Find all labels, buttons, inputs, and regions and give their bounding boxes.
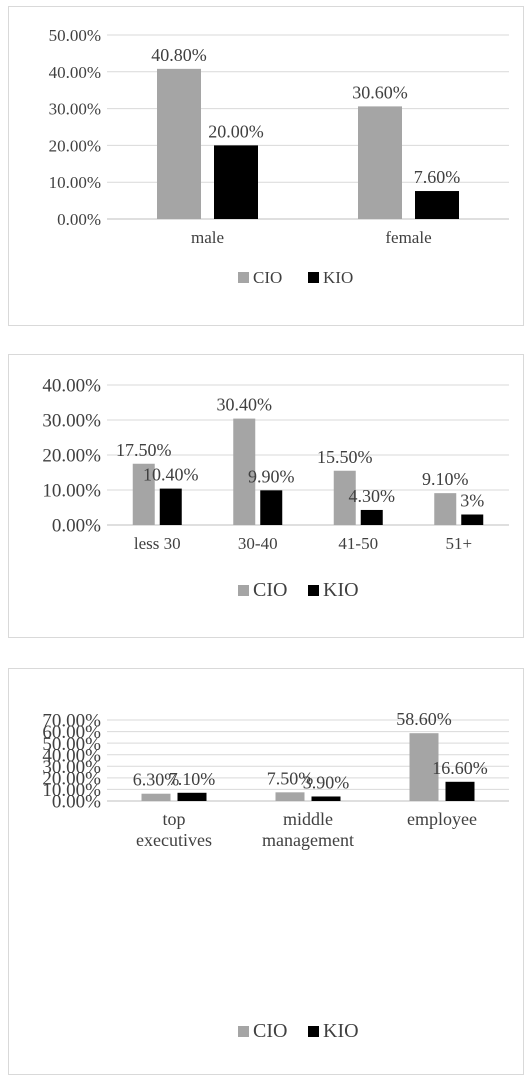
data-label: 9.10%: [422, 469, 469, 489]
category-label: female: [385, 228, 431, 247]
bar-kio: [445, 781, 475, 801]
chart-gender: 0.00% 10.00% 20.00% 30.00% 40.00% 50.00% 40.80…: [49, 26, 509, 287]
legend-swatch-cio: [238, 1026, 249, 1037]
y-tick-label: 20.00%: [42, 769, 101, 790]
bar-kio: [461, 514, 484, 525]
category-label: top: [162, 809, 185, 829]
chart-panel-age: 0.00% 10.00% 20.00% 30.00% 40.00% 17.50% 10.40…: [8, 354, 524, 638]
gridlines: [107, 719, 509, 802]
bar-cio: [358, 106, 402, 219]
data-label: 6.30%: [133, 770, 180, 790]
y-tick-label: 40.00%: [42, 745, 101, 766]
y-tick-label: 0.00%: [52, 792, 101, 813]
chart-position: 0.00%10.00%20.00%30.00%40.00%50.00%60.00…: [42, 709, 509, 1042]
bar-cio: [434, 493, 457, 525]
y-tick-label: 10.00%: [42, 481, 101, 502]
legend-label-kio: KIO: [323, 579, 359, 601]
legend-swatch-kio: [308, 272, 319, 283]
bar-kio: [360, 509, 383, 525]
bar-cio: [409, 733, 439, 801]
y-tick-label: 30.00%: [42, 757, 101, 778]
data-label: 15.50%: [317, 447, 373, 467]
bar-kio: [159, 488, 182, 525]
y-tick-label: 30.00%: [42, 411, 101, 432]
data-label: 17.50%: [116, 440, 172, 460]
legend-swatch-cio: [238, 585, 249, 596]
data-label: 9.90%: [248, 466, 295, 486]
y-tick-label: 30.00%: [49, 100, 101, 119]
data-label: 16.60%: [432, 758, 488, 778]
data-label: 30.40%: [217, 395, 273, 415]
legend-label-cio: CIO: [253, 579, 287, 601]
category-label: middle: [283, 809, 333, 829]
chart-age: 0.00% 10.00% 20.00% 30.00% 40.00% 17.50% 10.40…: [42, 376, 509, 601]
legend-swatch-kio: [308, 1026, 319, 1037]
data-label: 3%: [460, 491, 484, 511]
data-label: 7.60%: [414, 167, 461, 187]
y-tick-label: 10.00%: [42, 780, 101, 801]
data-label: 10.40%: [143, 465, 199, 485]
y-tick-label: 70.00%: [42, 711, 101, 732]
y-tick-label: 10.00%: [49, 173, 101, 192]
category-label: employee: [407, 809, 477, 829]
y-tick-label: 50.00%: [49, 26, 101, 45]
legend: CIO KIO: [238, 268, 353, 287]
bar-kio: [311, 796, 341, 801]
y-tick-label: 20.00%: [42, 446, 101, 467]
y-tick-label: 40.00%: [42, 376, 101, 397]
category-label: male: [191, 228, 224, 247]
legend: CIO KIO: [238, 1020, 359, 1042]
legend-swatch-cio: [238, 272, 249, 283]
y-tick-label: 20.00%: [49, 136, 101, 155]
category-label: 30-40: [238, 534, 278, 553]
data-label: 4.30%: [349, 486, 396, 506]
chart-panel-gender: 0.00% 10.00% 20.00% 30.00% 40.00% 50.00% 40.80…: [8, 6, 524, 326]
y-tick-label: 50.00%: [42, 734, 101, 755]
bar-cio: [275, 792, 305, 801]
bar-kio: [260, 490, 283, 525]
legend-swatch-kio: [308, 585, 319, 596]
category-label: 41-50: [338, 534, 378, 553]
bar-cio: [141, 793, 171, 801]
bar-cio: [333, 470, 356, 525]
legend-label-cio: CIO: [253, 268, 282, 287]
bar-cio: [132, 463, 155, 525]
y-tick-label: 0.00%: [57, 210, 101, 229]
data-label: 7.50%: [267, 768, 314, 788]
category-label: management: [262, 830, 354, 850]
legend-label-kio: KIO: [323, 1020, 359, 1042]
bar-cio: [157, 68, 201, 219]
bar-kio: [214, 145, 258, 219]
legend-label-cio: CIO: [253, 1020, 287, 1042]
category-label: less 30: [134, 534, 181, 553]
category-label: executives: [136, 830, 212, 850]
data-label: 7.10%: [169, 769, 216, 789]
data-label: 3.90%: [303, 772, 350, 792]
chart-panel-position: 0.00% 10.00% 20.00% 30.00% 40.00% 50.00% 60.00…: [8, 668, 524, 1075]
y-tick-label: 40.00%: [49, 63, 101, 82]
data-label: 20.00%: [208, 121, 264, 141]
y-tick-label: 60.00%: [42, 722, 101, 743]
bar-cio: [233, 418, 256, 525]
y-tick-label: 0.00%: [52, 516, 101, 537]
data-label: 40.80%: [151, 45, 207, 65]
data-label: 30.60%: [352, 82, 408, 102]
bar-kio: [177, 792, 207, 801]
legend-label-kio: KIO: [323, 268, 353, 287]
data-label: 58.60%: [396, 709, 452, 729]
category-label: 51+: [445, 534, 472, 553]
bar-kio: [415, 191, 459, 219]
legend: CIO KIO: [238, 579, 359, 601]
